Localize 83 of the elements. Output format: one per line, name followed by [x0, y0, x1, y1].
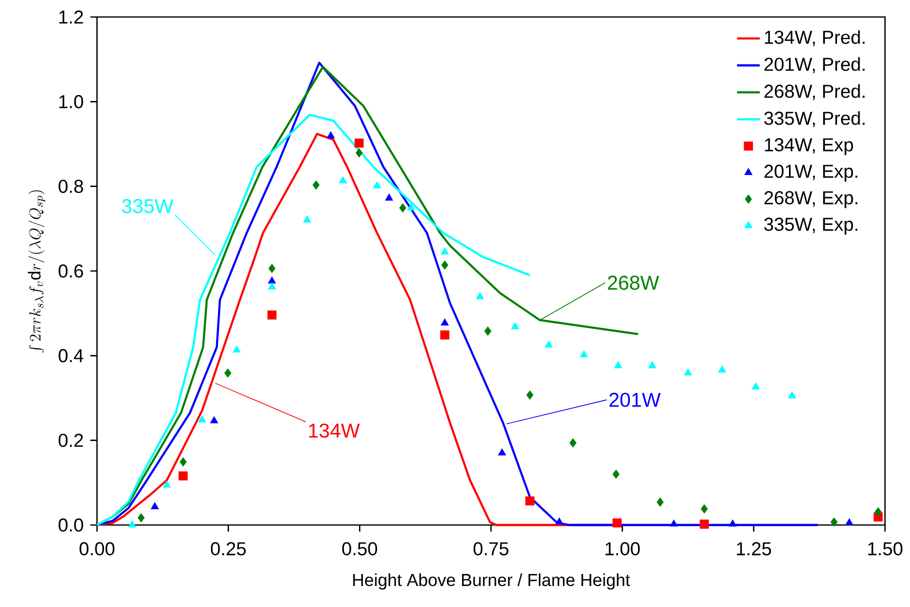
- point: [224, 368, 232, 378]
- point: [845, 518, 854, 526]
- annotation: 335W: [122, 199, 174, 214]
- y-tick-label: 1.0: [59, 95, 84, 108]
- point: [399, 203, 406, 212]
- point: [728, 520, 737, 527]
- point: [498, 448, 506, 456]
- y-tick-label: 0.4: [58, 349, 84, 362]
- x-tick-label: 0.75: [474, 542, 508, 556]
- x-tick-label: 1.25: [736, 542, 772, 556]
- point: [476, 292, 484, 300]
- y-tick-label: 1.2: [59, 10, 83, 24]
- y-tick-label: 0.6: [58, 264, 84, 278]
- point: [373, 181, 381, 188]
- legend-label: 201W, Pred.: [764, 57, 865, 74]
- point: [752, 382, 760, 390]
- x-tick-label: 0.00: [80, 542, 114, 556]
- point: [440, 330, 450, 340]
- point: [150, 502, 159, 510]
- legend-label: 134W, Pred.: [764, 30, 865, 46]
- y-tick-label: 0.2: [58, 434, 83, 447]
- legend-label: 201W, Exp.: [764, 164, 858, 182]
- legend-label: 268W, Pred.: [764, 84, 865, 100]
- point: [162, 480, 171, 488]
- point: [788, 391, 796, 398]
- point: [544, 340, 553, 348]
- x-axis-title: Height Above Burner / Flame Height: [353, 573, 630, 590]
- point: [612, 518, 622, 528]
- point: [267, 310, 276, 320]
- point: [648, 361, 656, 368]
- point: [268, 276, 276, 284]
- y-tick-label: 0.0: [58, 518, 84, 532]
- legend-label: 134W, Exp: [764, 138, 854, 156]
- point: [670, 520, 678, 527]
- legend-label: 335W, Pred.: [764, 111, 865, 128]
- point: [614, 361, 622, 368]
- point: [830, 518, 838, 527]
- point: [569, 438, 576, 448]
- point: [718, 366, 726, 372]
- legend-label: 335W, Exp.: [764, 218, 858, 235]
- point: [198, 415, 206, 422]
- annotation: 134W: [309, 424, 360, 438]
- point: [684, 368, 692, 376]
- point: [138, 513, 145, 522]
- point: [440, 318, 449, 326]
- point: [656, 498, 664, 507]
- point: [874, 507, 882, 516]
- y-axis-title: $\int 2\pi r k_{s\lambda} f_v \mathrm{d}r/(\lambda Q/Q_{sp})$: [28, 190, 46, 352]
- point: [354, 138, 364, 148]
- point: [180, 457, 187, 466]
- x-tick-label: 0.25: [210, 542, 246, 556]
- point: [268, 282, 276, 290]
- point: [356, 148, 363, 158]
- point: [441, 260, 448, 270]
- point: [580, 350, 588, 358]
- y-tick-label: 0.8: [58, 180, 84, 193]
- point: [303, 216, 312, 223]
- point: [612, 470, 620, 479]
- point: [407, 203, 416, 210]
- line-series: [96, 114, 531, 526]
- point: [178, 471, 188, 480]
- point: [338, 176, 347, 184]
- point: [525, 496, 534, 506]
- x-tick-label: 1.50: [868, 542, 902, 556]
- point: [128, 520, 136, 528]
- point: [555, 518, 564, 524]
- point: [484, 326, 492, 336]
- point: [312, 180, 320, 190]
- point: [440, 247, 449, 254]
- x-tick-label: 1.00: [606, 542, 640, 556]
- point: [232, 346, 241, 353]
- point: [526, 390, 534, 400]
- point: [700, 520, 709, 529]
- point: [210, 416, 218, 424]
- point: [326, 131, 335, 138]
- point: [511, 322, 520, 330]
- point: [700, 504, 708, 514]
- annotation: 268W: [608, 276, 660, 290]
- annotation: 201W: [610, 392, 661, 407]
- legend-label: 268W, Exp.: [764, 191, 858, 208]
- point: [385, 194, 394, 201]
- point: [268, 264, 276, 273]
- x-tick-label: 0.50: [342, 542, 378, 556]
